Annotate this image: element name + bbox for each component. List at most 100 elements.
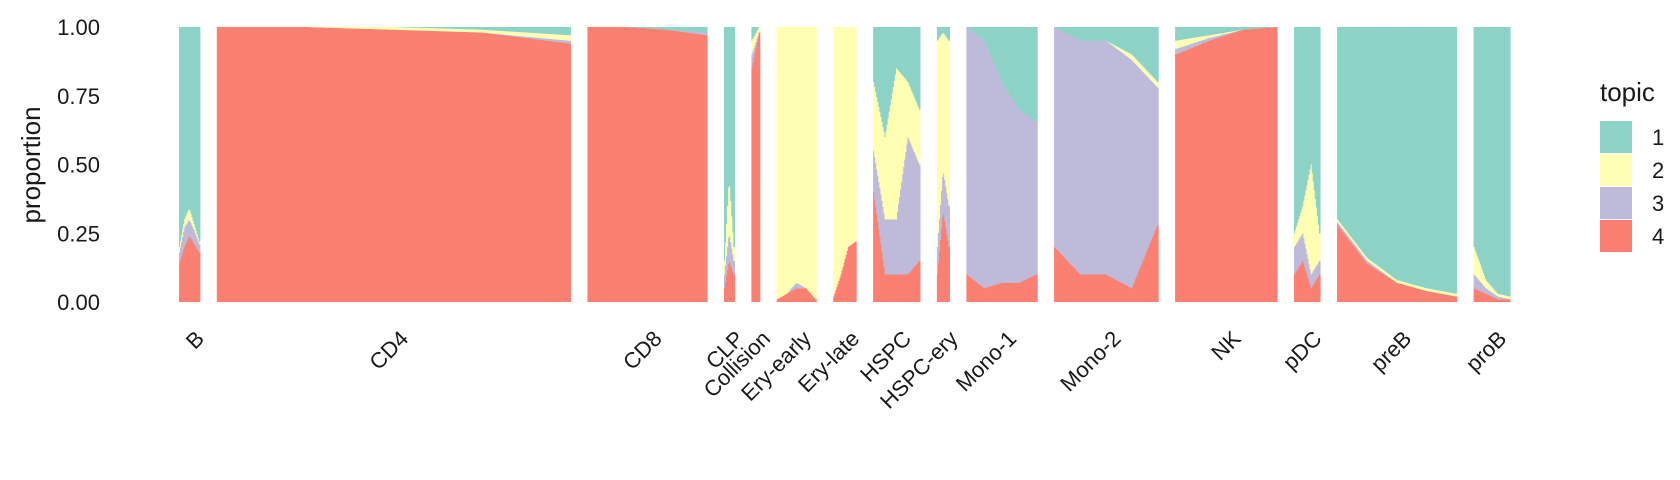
bar-segment-topic-1 [1339, 27, 1341, 223]
bar-segment-topic-2 [551, 34, 554, 40]
bar-segment-topic-3 [1498, 296, 1501, 300]
bar-segment-topic-3 [1318, 260, 1321, 275]
bar-segment-topic-3 [692, 31, 695, 34]
bar-segment-topic-2 [1354, 242, 1357, 246]
bar-segment-topic-4 [1383, 274, 1386, 302]
bar-segment-topic-2 [539, 33, 541, 38]
bar-segment-topic-4 [496, 34, 499, 302]
bar-segment-topic-1 [1223, 27, 1226, 33]
bar-segment-topic-3 [1380, 271, 1383, 273]
bar-segment-topic-2 [1411, 284, 1414, 288]
bar-segment-topic-4 [523, 37, 526, 302]
bar-segment-topic-4 [727, 269, 729, 302]
bar-segment-topic-4 [1056, 249, 1058, 302]
bar-segment-topic-3 [1387, 276, 1390, 278]
bar-segment-topic-1 [1256, 27, 1258, 29]
bar-segment-topic-2 [1152, 77, 1155, 84]
bar-segment-topic-4 [220, 27, 223, 302]
bar-segment-topic-2 [1231, 31, 1233, 33]
bar-segment-topic-1 [1177, 27, 1179, 41]
bar-segment-topic-2 [1225, 32, 1227, 35]
bar-segment-topic-1 [186, 27, 188, 215]
bar-segment-topic-4 [410, 30, 412, 302]
bar-segment-topic-3 [695, 31, 698, 34]
bar-segment-topic-2 [1317, 224, 1320, 263]
bar-segment-topic-2 [443, 28, 446, 32]
bar-segment-topic-4 [1180, 52, 1182, 303]
bar-segment-topic-2 [420, 27, 423, 31]
bar-segment-topic-4 [442, 31, 445, 302]
bar-segment-topic-2 [184, 218, 186, 228]
bar-segment-topic-3 [983, 40, 985, 288]
bar-segment-topic-3 [1314, 267, 1317, 282]
bar-segment-topic-4 [701, 34, 704, 303]
bar-segment-topic-3 [198, 244, 201, 253]
bar-segment-topic-1 [1004, 27, 1007, 88]
bar-segment-topic-1 [891, 27, 894, 94]
bar-segment-topic-4 [728, 263, 730, 302]
bar-segment-topic-4 [650, 28, 653, 302]
bar-segment-topic-3 [1384, 274, 1387, 276]
bar-segment-topic-3 [1353, 243, 1356, 247]
bar-segment-topic-1 [1269, 27, 1272, 28]
bar-segment-topic-2 [1479, 264, 1482, 282]
bar-segment-topic-1 [1059, 27, 1061, 30]
bar-segment-topic-4 [458, 31, 460, 303]
bar-segment-topic-1 [1230, 27, 1232, 32]
bar-segment-topic-4 [424, 30, 427, 303]
bar-segment-topic-2 [452, 28, 455, 32]
bar-segment-topic-4 [1007, 282, 1010, 302]
bar-segment-topic-2 [1304, 195, 1307, 244]
bar-segment-topic-2 [1377, 266, 1380, 269]
bar-segment-topic-2 [558, 34, 561, 40]
legend-swatch [1600, 220, 1632, 252]
bar-segment-topic-4 [1256, 28, 1258, 303]
bar-segment-topic-2 [1213, 34, 1216, 37]
bar-segment-topic-1 [1446, 27, 1448, 293]
bar-segment-topic-4 [409, 30, 411, 302]
bar-segment-topic-1 [977, 27, 980, 37]
bar-segment-topic-2 [496, 30, 499, 34]
bar-segment-topic-1 [642, 27, 645, 29]
bar-segment-topic-2 [1443, 291, 1445, 295]
bar-segment-topic-4 [1058, 251, 1060, 302]
bar-segment-topic-4 [683, 32, 685, 302]
bar-segment-topic-4 [671, 30, 674, 302]
bar-segment-topic-1 [1011, 27, 1013, 98]
bar-segment-topic-4 [245, 27, 248, 302]
bar-segment-topic-4 [661, 29, 663, 302]
bar-segment-topic-4 [533, 39, 536, 303]
bar-segment-topic-3 [800, 285, 803, 289]
bar-segment-topic-1 [944, 27, 946, 35]
bar-segment-topic-2 [415, 27, 418, 31]
bar-segment-topic-4 [440, 31, 443, 302]
bar-segment-topic-4 [1015, 282, 1017, 302]
bar-segment-topic-1 [991, 27, 993, 59]
bar-segment-topic-4 [776, 299, 779, 302]
bar-segment-topic-2 [183, 223, 185, 232]
bar-segment-topic-2 [1438, 290, 1441, 294]
bar-segment-topic-3 [873, 150, 875, 192]
y-tick-label: 0.50 [57, 153, 100, 178]
bar-segment-topic-2 [1380, 268, 1383, 272]
bar-segment-topic-2 [194, 227, 197, 233]
bar-segment-topic-1 [1029, 27, 1032, 119]
bar-segment-topic-3 [516, 35, 518, 37]
bar-segment-topic-2 [879, 112, 881, 189]
bar-segment-topic-3 [1142, 71, 1145, 261]
bar-segment-topic-4 [1132, 286, 1134, 302]
bar-segment-topic-4 [1018, 282, 1021, 302]
bar-segment-topic-4 [646, 28, 649, 303]
bar-segment-topic-1 [1305, 27, 1308, 191]
bar-segment-topic-4 [846, 250, 849, 302]
bar-segment-topic-1 [1318, 27, 1321, 234]
bar-segment-topic-2 [426, 28, 429, 31]
bar-segment-topic-1 [1348, 27, 1351, 235]
bar-segment-topic-1 [1082, 27, 1084, 41]
bar-segment-topic-4 [972, 279, 975, 302]
bar-segment-topic-2 [538, 33, 540, 38]
bar-segment-topic-4 [1117, 280, 1120, 302]
bar-segment-topic-1 [1480, 27, 1483, 268]
bar-segment-topic-1 [1412, 27, 1415, 285]
bar-segment-topic-2 [1141, 65, 1144, 71]
